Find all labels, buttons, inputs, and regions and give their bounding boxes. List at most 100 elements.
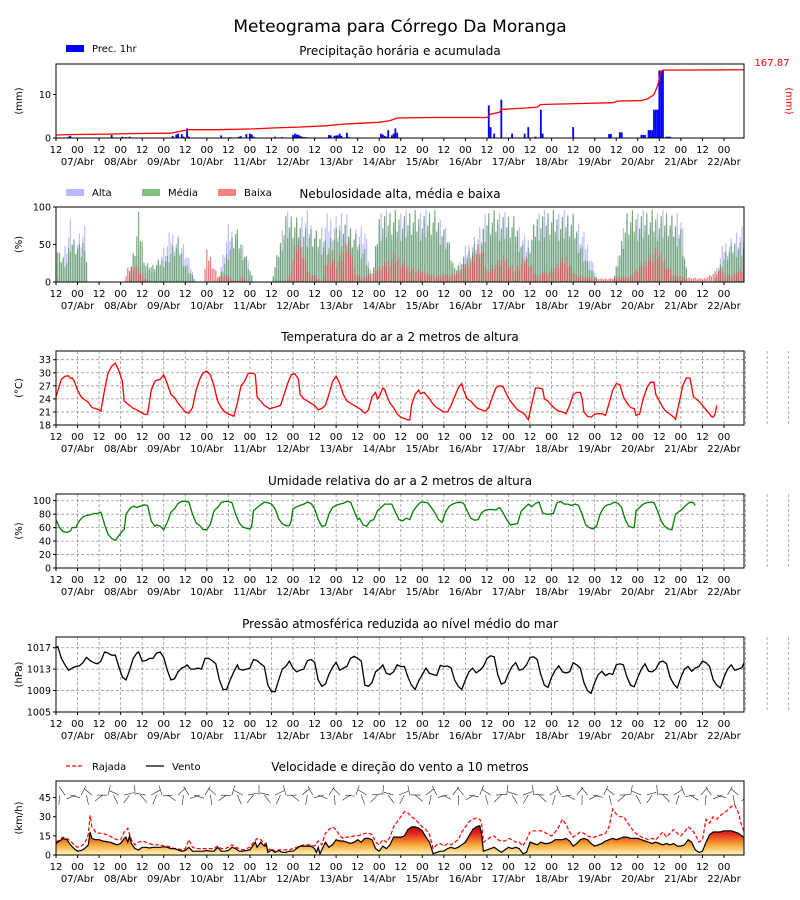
precip-bar: [394, 128, 397, 138]
x-date-label: 08/Abr: [104, 301, 138, 312]
cloud-bar-media: [190, 273, 192, 282]
cloud-bar-media: [441, 236, 443, 282]
cloud-bar-media: [513, 216, 515, 282]
cloud-bar-media: [60, 262, 62, 282]
cloud-bar-baixa: [754, 275, 755, 282]
cloud-bar-media: [394, 210, 396, 282]
precip-bar: [669, 136, 672, 138]
wind-direction-arrow: [437, 794, 448, 798]
x-date-label: 15/Abr: [406, 587, 440, 598]
x-tick-label: 00: [545, 719, 558, 730]
cloud-bar-baixa: [768, 278, 769, 282]
wind-direction-arrow: [113, 794, 119, 805]
cloud-bar-baixa: [348, 241, 350, 282]
humidity-line: [56, 500, 696, 542]
cloud-bar-alta: [749, 234, 750, 282]
cloud-bar-baixa: [473, 262, 475, 282]
wind-direction-arrow: [58, 795, 60, 806]
cloud-bar-baixa: [719, 267, 722, 282]
wind-direction-arrow: [233, 790, 243, 796]
x-tick-label: 00: [459, 145, 472, 156]
x-tick-label: 00: [675, 719, 688, 730]
x-tick-label: 12: [438, 575, 451, 586]
cloud-bar-media: [446, 242, 449, 282]
cloud-bar-media: [279, 242, 282, 282]
x-tick-label: 00: [718, 432, 731, 443]
cloud-bar-baixa: [524, 263, 526, 282]
cloud-bar-media: [240, 244, 242, 282]
cloud-bar-media: [662, 237, 664, 282]
wind-direction-arrow: [617, 794, 626, 802]
wind-direction-arrow: [208, 787, 217, 796]
cloud-bar-baixa: [665, 269, 668, 282]
cloud-bar-baixa: [595, 277, 598, 282]
legend-swatch: [142, 189, 160, 196]
cloud-bar-baixa: [572, 273, 574, 282]
precip-bar: [177, 133, 180, 138]
x-date-label: 11/Abr: [233, 157, 267, 168]
x-tick-label: 12: [351, 719, 364, 730]
x-date-label: 18/Abr: [535, 874, 569, 885]
cloud-bar-media: [734, 244, 736, 282]
cloud-bar-alta: [750, 219, 751, 282]
cloud-bar-baixa: [709, 274, 711, 282]
cloud-bar-baixa: [749, 273, 750, 282]
wind-direction-arrow: [80, 786, 87, 796]
precip-bar: [489, 127, 492, 138]
cloud-bar-media: [507, 216, 510, 282]
x-tick-label: 12: [653, 719, 666, 730]
cloud-bar-alta: [464, 246, 467, 282]
cloud-bar-baixa: [130, 266, 133, 282]
precip-bar: [69, 135, 72, 138]
x-tick-label: 12: [50, 432, 63, 443]
x-date-label: 14/Abr: [363, 587, 397, 598]
cloud-bar-media: [229, 249, 231, 282]
x-date-label: 22/Abr: [707, 301, 741, 312]
cloud-bar-baixa: [504, 261, 506, 282]
x-date-label: 22/Abr: [707, 444, 741, 455]
cloud-bar-baixa: [637, 271, 639, 282]
wind-direction-arrow: [630, 785, 633, 796]
x-tick-label: 00: [718, 289, 731, 300]
x-date-label: 09/Abr: [147, 731, 181, 742]
cloud-bar-alta: [168, 232, 170, 282]
figure-title: Meteograma para Córrego Da Moranga: [233, 17, 566, 37]
precip-bar: [654, 109, 657, 138]
cloud-bar-media: [163, 267, 165, 282]
cloud-bar-media: [761, 272, 762, 282]
x-date-label: 22/Abr: [707, 731, 741, 742]
x-tick-label: 00: [416, 145, 429, 156]
x-tick-label: 00: [502, 432, 515, 443]
cloud-bar-baixa: [443, 273, 445, 282]
cloud-bar-baixa: [515, 270, 517, 282]
precip-bar: [541, 133, 544, 138]
wind-direction-arrow: [328, 786, 335, 796]
x-tick-label: 00: [287, 862, 300, 873]
cloud-bar-baixa: [696, 279, 698, 282]
precip-bar: [250, 134, 253, 138]
cloud-bar-baixa: [136, 266, 138, 282]
precip-bar: [493, 133, 496, 138]
cloud-bar-baixa: [758, 277, 759, 282]
x-date-label: 09/Abr: [147, 157, 181, 168]
cloud-bar-media: [136, 236, 138, 282]
cloud-bar-media: [749, 240, 750, 282]
cloud-bar-baixa: [756, 278, 757, 282]
precip-bar: [128, 136, 131, 138]
cloud-bar-baixa: [227, 276, 229, 282]
precip-bar: [667, 136, 670, 138]
x-tick-label: 12: [265, 719, 278, 730]
x-tick-label: 12: [351, 145, 364, 156]
x-date-label: 11/Abr: [233, 587, 267, 598]
cloud-bar-media: [538, 240, 540, 282]
precip-bar: [182, 136, 185, 138]
wind-direction-arrow: [341, 794, 351, 801]
wind-direction-arrow: [218, 794, 227, 802]
cloud-bar-media: [756, 259, 757, 282]
cloud-bar-baixa: [139, 273, 141, 282]
x-tick-label: 00: [114, 575, 127, 586]
x-date-label: 11/Abr: [233, 874, 267, 885]
cloud-bar-media: [750, 228, 751, 282]
cloud-bar-baixa: [685, 278, 687, 282]
chart-precip: Precipitação horária e acumulada 167.87 (m…: [14, 44, 794, 168]
